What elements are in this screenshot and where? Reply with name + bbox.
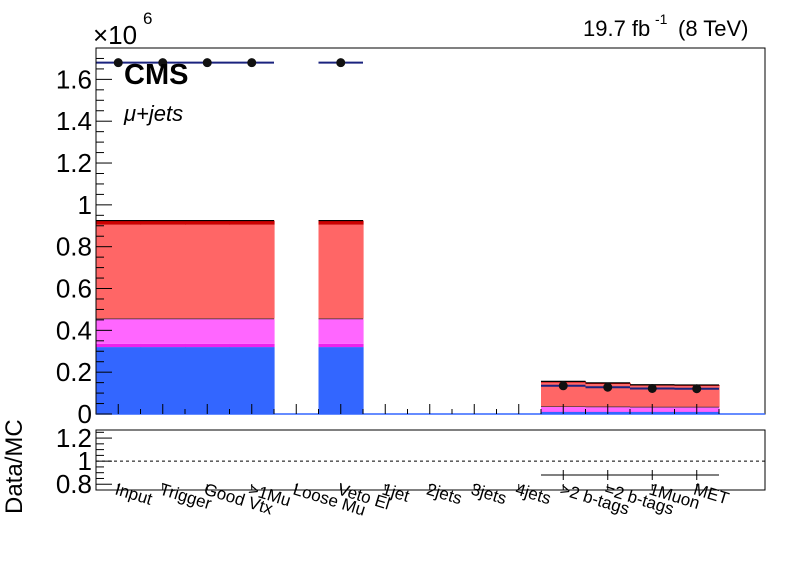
bar-segment	[318, 220, 364, 225]
stacked-bars	[96, 219, 720, 414]
bar-segment	[185, 224, 231, 319]
energy-text: (8 TeV)	[678, 16, 749, 41]
bar-segment	[140, 220, 186, 225]
bar-segment	[140, 347, 186, 414]
bar-segment	[229, 220, 275, 225]
y-tick-label: 1.2	[56, 148, 92, 178]
y-scale-exponent: 6	[143, 9, 152, 28]
bar-segment	[140, 318, 186, 344]
y-tick-label: 0.6	[56, 274, 92, 304]
bar-segment	[318, 224, 364, 319]
data-point	[202, 58, 212, 68]
bar-segment	[185, 347, 231, 414]
y-tick-label: 1.4	[56, 106, 92, 136]
bar-segment	[96, 347, 142, 414]
bar-segment	[318, 347, 364, 414]
data-point	[647, 383, 657, 393]
x-axis-ticks	[117, 404, 720, 414]
ratio-y-axis: 0.811.2	[56, 423, 112, 499]
data-point	[247, 58, 257, 68]
bar-segment	[674, 385, 720, 408]
y-scale-label: ×10	[93, 20, 137, 50]
bar-segment	[318, 343, 364, 348]
lumi-superscript: -1	[655, 11, 668, 27]
x-tick-label: Input	[113, 480, 155, 509]
data-point	[558, 381, 568, 391]
bar-segment	[229, 224, 275, 319]
y-tick-label: 0	[78, 399, 92, 429]
ratio-y-label: Data/MC	[1, 419, 28, 514]
ratio-y-tick-label: 1.2	[56, 423, 92, 453]
ratio-plot-frame	[95, 429, 766, 491]
bar-segment	[96, 220, 142, 225]
data-point	[336, 58, 346, 68]
bar-segment	[140, 224, 186, 319]
bar-segment	[140, 343, 186, 348]
cms-label: CMS	[124, 59, 188, 91]
ratio-x-axis-ticks	[117, 484, 698, 490]
bar-segment	[229, 343, 275, 348]
data-point	[692, 384, 702, 394]
x-tick-label: 3jets	[469, 480, 509, 509]
bar-segment	[96, 224, 142, 319]
bar-segment	[229, 347, 275, 414]
data-point	[113, 58, 123, 68]
data-points	[96, 58, 719, 394]
bar-segment	[229, 318, 275, 344]
x-tick-label: 4jets	[513, 480, 553, 509]
bar-segment	[96, 318, 142, 344]
ratio-points	[541, 470, 719, 480]
data-point	[158, 58, 168, 68]
ratio-y-tick-label: 0.8	[56, 469, 92, 499]
ratio-y-tick-label: 1	[78, 446, 92, 476]
data-point	[603, 382, 613, 392]
x-tick-label: 2jets	[424, 480, 464, 509]
bar-segment	[585, 384, 631, 407]
bar-segment	[185, 343, 231, 348]
lumi-text: 19.7 fb	[583, 16, 650, 41]
bar-segment	[96, 343, 142, 348]
bar-segment	[185, 318, 231, 344]
bar-segment	[185, 220, 231, 225]
y-tick-label: 0.4	[56, 315, 92, 345]
y-axis: 0 0.2 0.4 0.6 0.8 1 1.2 1.4 1.6	[56, 47, 112, 429]
bar-segment	[630, 385, 676, 408]
y-tick-label: 1.6	[56, 64, 92, 94]
y-tick-label: 0.2	[56, 357, 92, 387]
bar-segment	[318, 318, 364, 344]
channel-label: μ+jets	[123, 101, 183, 126]
y-tick-label: 0.8	[56, 232, 92, 262]
y-tick-label: 1	[78, 190, 92, 220]
